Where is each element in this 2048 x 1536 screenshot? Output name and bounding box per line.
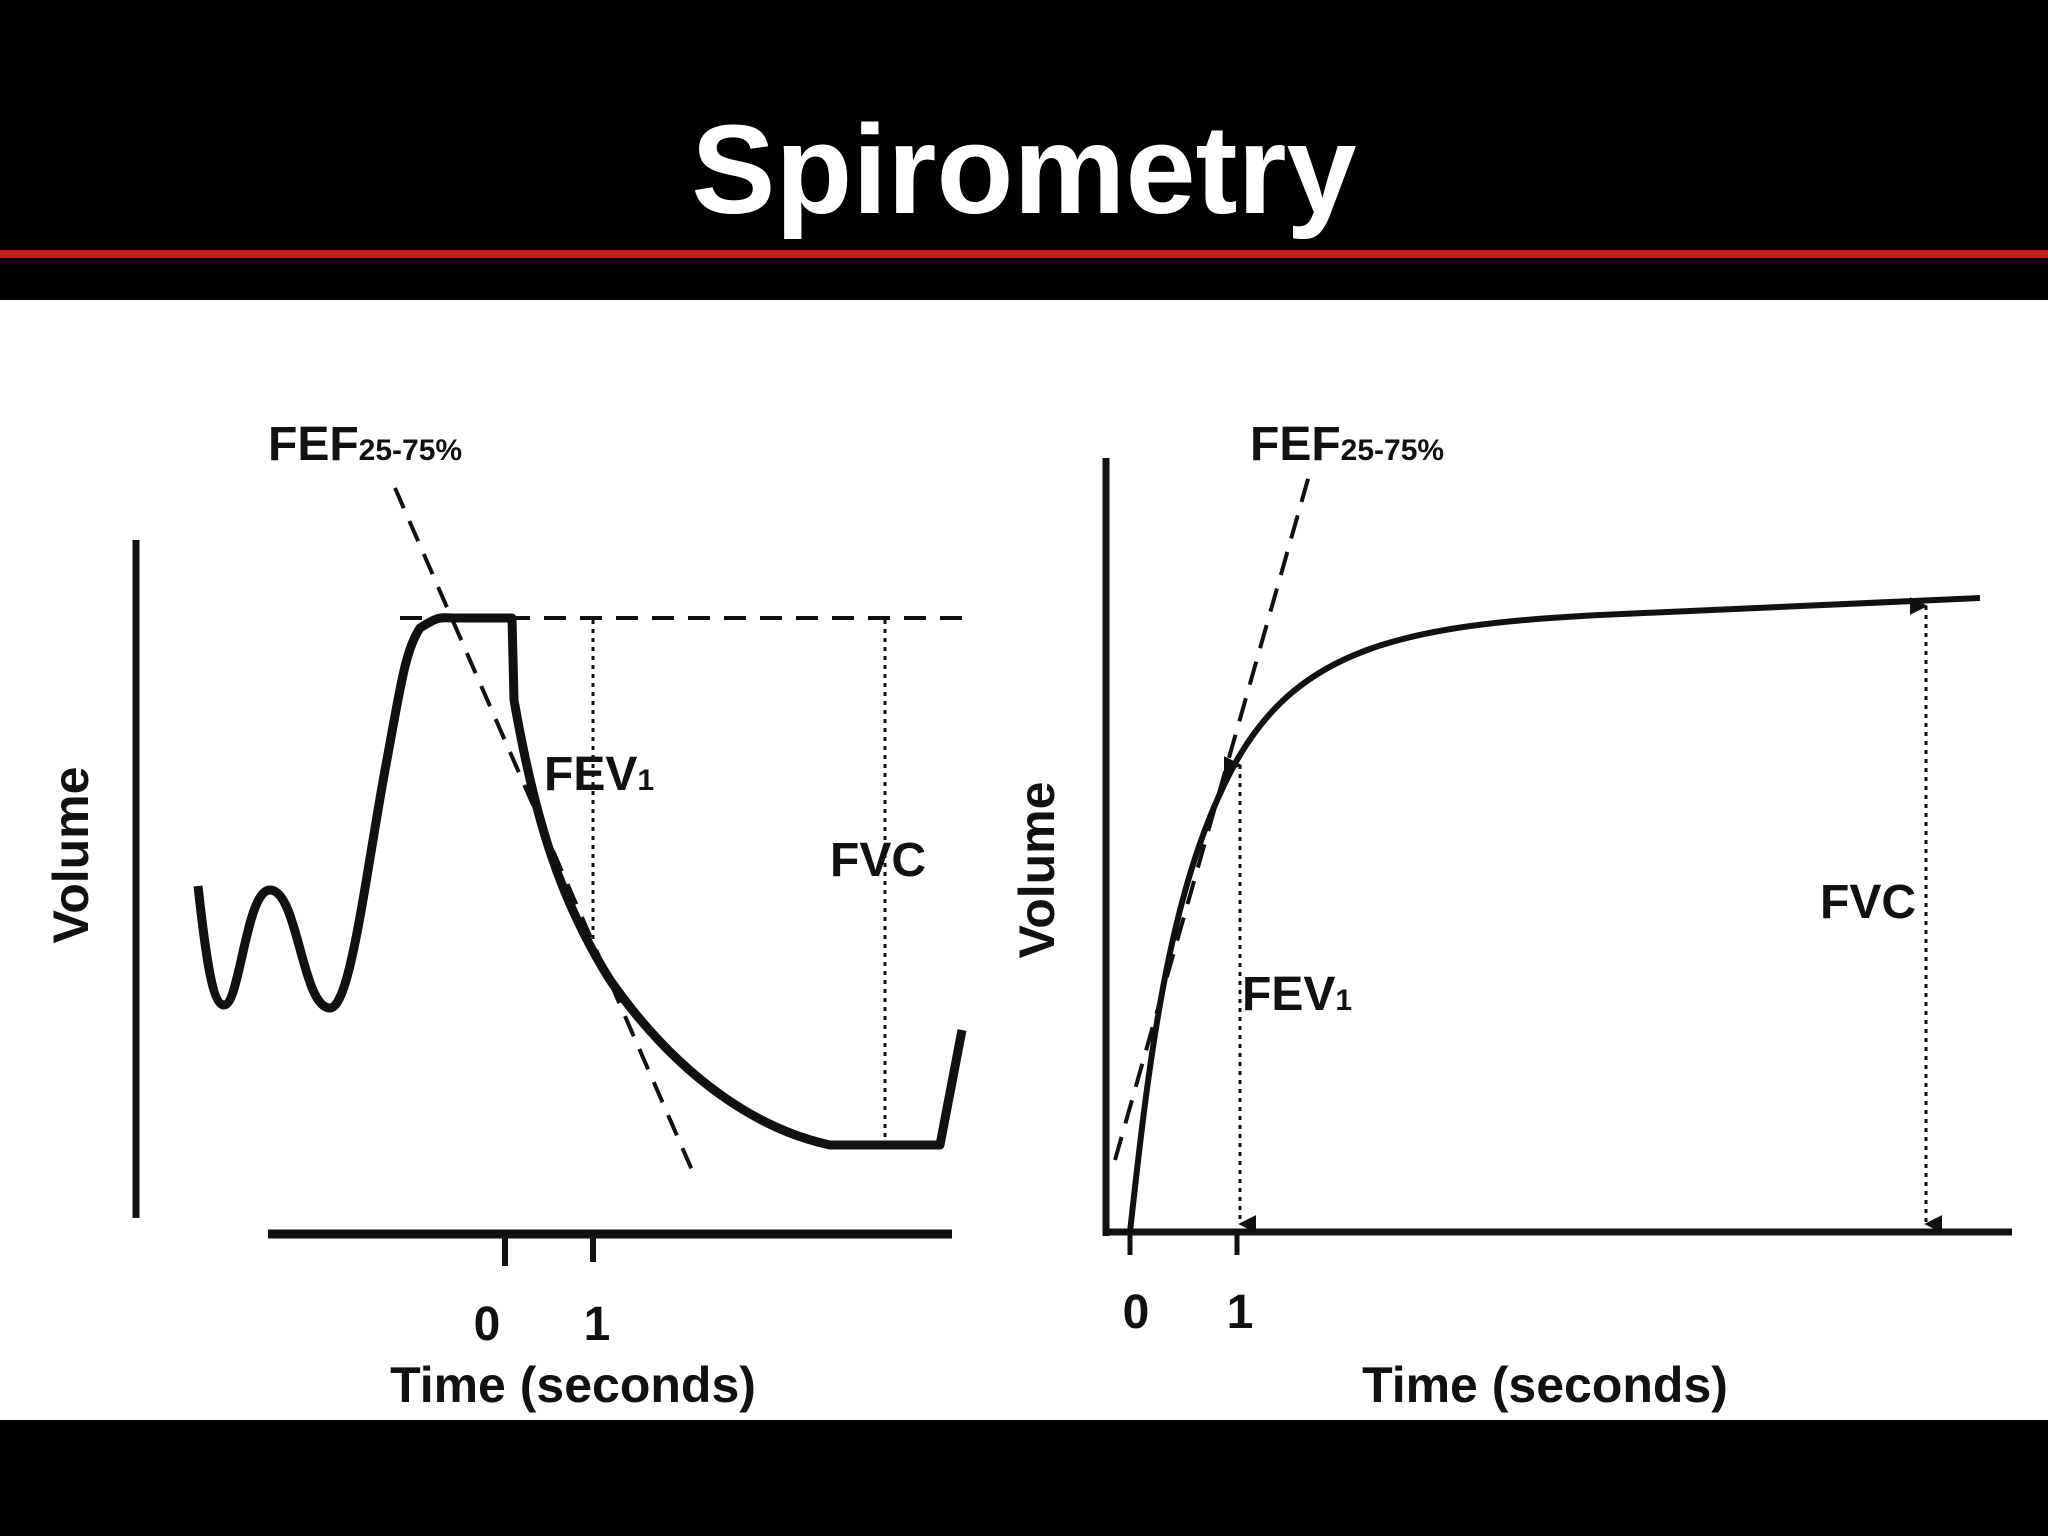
right-graph: Volume Time (seconds) 0 1 FEF25-75% FEV1…: [1009, 418, 2012, 1413]
left-y-label: Volume: [43, 767, 99, 944]
right-tick-label-1: 1: [1227, 1286, 1254, 1339]
left-fef-tangent: [393, 487, 694, 1171]
spirometry-diagram: Volume Time (seconds) 0 1 FEF25-75% FEV1…: [43, 418, 2012, 1413]
slide-footer: [0, 1420, 2048, 1536]
header-rule: [0, 250, 2048, 258]
left-fev1-label: FEV1: [544, 748, 654, 801]
right-fef-label: FEF25-75%: [1250, 418, 1444, 471]
right-fev1-label: FEV1: [1242, 968, 1352, 1021]
right-y-label: Volume: [1009, 782, 1065, 959]
right-tick-label-0: 0: [1123, 1286, 1150, 1339]
slide-title: Spirometry: [691, 99, 1357, 240]
left-spirogram-curve: [193, 613, 967, 1150]
left-tick-label-1: 1: [584, 1298, 611, 1351]
right-x-label: Time (seconds): [1362, 1357, 1728, 1413]
slide-header: Spirometry: [0, 0, 2048, 300]
left-fef-label: FEF25-75%: [268, 418, 462, 471]
left-x-label: Time (seconds): [390, 1357, 756, 1413]
right-fvc-label: FVC: [1820, 876, 1916, 929]
left-graph: Volume Time (seconds) 0 1 FEF25-75% FEV1…: [43, 418, 975, 1413]
left-tick-label-0: 0: [474, 1298, 501, 1351]
left-fvc-label: FVC: [830, 834, 926, 887]
right-fef-tangent: [1113, 471, 1312, 1161]
